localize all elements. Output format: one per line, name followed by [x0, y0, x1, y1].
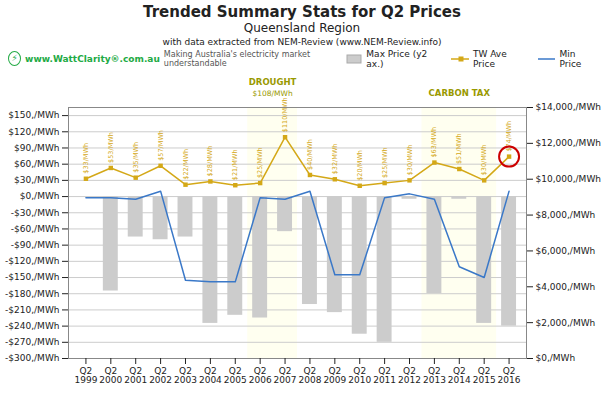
- svg-text:$108/MWh: $108/MWh: [252, 89, 293, 98]
- svg-text:DROUGHT: DROUGHT: [249, 77, 297, 87]
- svg-text:Q22000: Q22000: [99, 366, 122, 385]
- svg-text:-$150,/MWh: -$150,/MWh: [5, 272, 59, 282]
- svg-text:Q22003: Q22003: [174, 366, 197, 385]
- svg-text:-$90,/MWh: -$90,/MWh: [11, 240, 60, 250]
- svg-text:$22/MWh: $22/MWh: [182, 149, 190, 180]
- svg-text:Q22007: Q22007: [274, 366, 297, 385]
- svg-text:-$300,/MWh: -$300,/MWh: [5, 353, 59, 363]
- svg-text:CARBON TAX: CARBON TAX: [429, 88, 491, 98]
- svg-text:Q21999: Q21999: [74, 366, 97, 385]
- svg-text:Q22013: Q22013: [423, 366, 446, 385]
- svg-text:$14,000,/MWh: $14,000,/MWh: [536, 102, 601, 112]
- html-text:TW Ave Price: TW Ave Price: [473, 48, 507, 69]
- svg-text:Q22012: Q22012: [398, 366, 421, 385]
- svg-text:Q22016: Q22016: [498, 366, 521, 385]
- html-text:with data extracted from NEM-R: with data extracted from NEM-Review (www…: [162, 37, 442, 47]
- svg-text:$150,/MWh: $150,/MWh: [8, 110, 59, 120]
- svg-text:-$240,/MWh: -$240,/MWh: [5, 321, 59, 331]
- svg-text:Q22002: Q22002: [149, 366, 172, 385]
- html-text:Trended Summary Stats for Q2 P: Trended Summary Stats for Q2 Prices: [143, 3, 461, 21]
- svg-text:Q22006: Q22006: [249, 366, 272, 385]
- svg-text:$6,000,/MWh: $6,000,/MWh: [536, 246, 596, 256]
- svg-text:$28/MWh: $28/MWh: [206, 146, 214, 177]
- html-text:Max Price (y2 ax.): Max Price (y2 ax.): [366, 48, 428, 69]
- svg-text:Q22005: Q22005: [224, 366, 247, 385]
- svg-text:$57/MWh: $57/MWh: [157, 130, 165, 161]
- svg-text:$120,/MWh: $120,/MWh: [8, 127, 59, 137]
- svg-text:$10,000,/MWh: $10,000,/MWh: [536, 174, 601, 184]
- svg-text:$4,000,/MWh: $4,000,/MWh: [536, 282, 596, 292]
- svg-text:$25/MWh: $25/MWh: [256, 147, 264, 178]
- svg-text:$90,/MWh: $90,/MWh: [14, 143, 59, 153]
- svg-text:-$30,/MWh: -$30,/MWh: [11, 208, 60, 218]
- svg-text:Q22014: Q22014: [448, 366, 471, 385]
- svg-text:Q22008: Q22008: [298, 366, 321, 385]
- svg-text:$30/MWh: $30/MWh: [480, 145, 488, 176]
- svg-text:Q22001: Q22001: [124, 366, 147, 385]
- svg-text:$32/MWh: $32/MWh: [331, 144, 339, 175]
- svg-text:$110/MWh: $110/MWh: [281, 97, 289, 132]
- svg-text:$53/MWh: $53/MWh: [107, 132, 115, 163]
- svg-text:$8,000,/MWh: $8,000,/MWh: [536, 210, 596, 220]
- svg-text:-$210,/MWh: -$210,/MWh: [5, 305, 59, 315]
- svg-text:-$120,/MWh: -$120,/MWh: [5, 256, 59, 266]
- svg-text:$51/MWh: $51/MWh: [455, 133, 463, 164]
- svg-text:$74/MWh: $74/MWh: [505, 120, 514, 152]
- svg-text:$60,/MWh: $60,/MWh: [14, 159, 59, 169]
- svg-text:$25/MWh: $25/MWh: [381, 147, 389, 178]
- svg-text:$12,000,/MWh: $12,000,/MWh: [536, 138, 601, 148]
- svg-text:$2,000,/MWh: $2,000,/MWh: [536, 318, 596, 328]
- svg-text:Q22010: Q22010: [348, 366, 371, 385]
- svg-text:$30,/MWh: $30,/MWh: [14, 175, 59, 185]
- svg-text:-$180,/MWh: -$180,/MWh: [5, 289, 59, 299]
- svg-text:$30/MWh: $30/MWh: [406, 145, 414, 176]
- svg-text:$33/MWh: $33/MWh: [82, 143, 90, 174]
- svg-text:$20/MWh: $20/MWh: [356, 150, 364, 181]
- svg-text:Q22009: Q22009: [323, 366, 346, 385]
- svg-text:Q22015: Q22015: [473, 366, 496, 385]
- svg-text:$35/MWh: $35/MWh: [132, 142, 140, 173]
- svg-text:$63/MWh: $63/MWh: [430, 127, 438, 158]
- html-text:www.WattClarity®.com.au Making: www.WattClarity®.com.au Making Australia…: [25, 49, 310, 68]
- svg-text:$21/MWh: $21/MWh: [231, 149, 239, 180]
- html-text:Queensland Region: Queensland Region: [243, 21, 361, 35]
- svg-text:$40/MWh: $40/MWh: [306, 139, 314, 170]
- html-text:Min Price: Min Price: [559, 48, 582, 69]
- svg-text:Q22004: Q22004: [199, 366, 222, 385]
- svg-text:-$60,/MWh: -$60,/MWh: [11, 224, 60, 234]
- svg-text:$0,/MWh: $0,/MWh: [536, 353, 576, 363]
- svg-text:$0,/MWh: $0,/MWh: [20, 191, 60, 201]
- svg-text:Q22011: Q22011: [373, 366, 396, 385]
- svg-text:-$270,/MWh: -$270,/MWh: [5, 337, 59, 347]
